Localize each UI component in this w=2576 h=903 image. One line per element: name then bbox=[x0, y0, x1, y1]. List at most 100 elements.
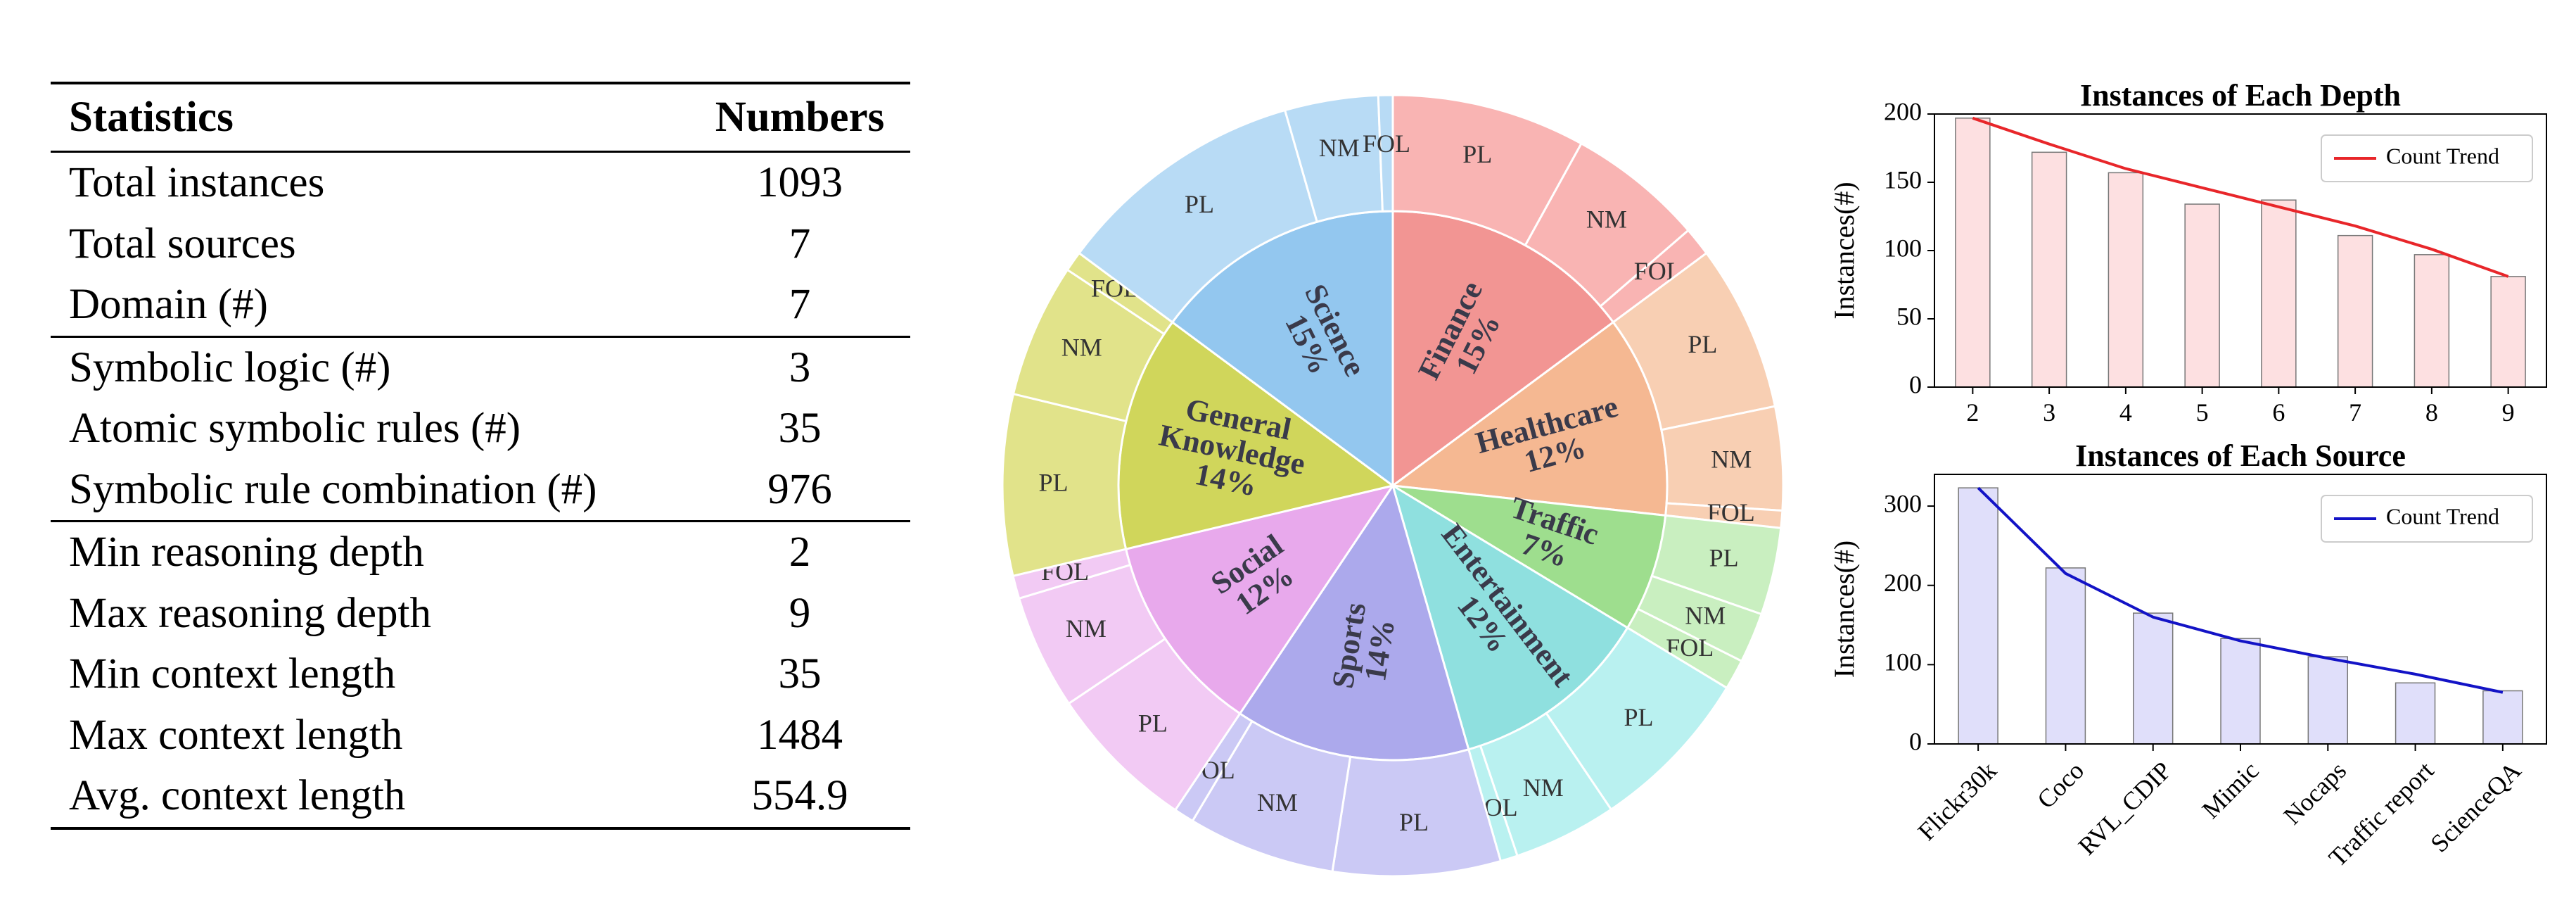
logic-label: FOL bbox=[1363, 130, 1410, 158]
table-row: Min reasoning depth 2 bbox=[51, 522, 910, 583]
y-tick-label: 100 bbox=[1884, 234, 1922, 262]
logic-label: NM bbox=[1061, 333, 1102, 361]
row-value: 2 bbox=[789, 529, 811, 576]
row-label: Max context length bbox=[69, 711, 403, 759]
bar bbox=[2133, 612, 2174, 745]
row-value: 976 bbox=[767, 465, 832, 513]
row-label: Symbolic rule combination (#) bbox=[69, 465, 597, 513]
y-tick-label: 50 bbox=[1896, 302, 1922, 330]
x-tick-label: 3 bbox=[2043, 398, 2055, 427]
logic-label: PL bbox=[1399, 808, 1429, 836]
x-tick-label: Coco bbox=[2032, 756, 2089, 814]
bar bbox=[2108, 172, 2144, 388]
bar bbox=[2414, 254, 2450, 388]
row-label: Min context length bbox=[69, 650, 396, 698]
chart-title: Instances of Each Depth bbox=[2080, 78, 2401, 113]
table-row: Min context length 35 bbox=[51, 644, 910, 705]
logic-label: NM bbox=[1066, 614, 1107, 643]
logic-label: PL bbox=[1138, 709, 1168, 738]
row-label: Atomic symbolic rules (#) bbox=[69, 405, 521, 453]
row-value: 1484 bbox=[757, 711, 843, 759]
logic-label: NM bbox=[1257, 788, 1298, 816]
row-value: 35 bbox=[778, 405, 822, 453]
bar bbox=[1958, 487, 1998, 745]
x-tick-label: 4 bbox=[2119, 398, 2132, 427]
bar bbox=[2490, 276, 2526, 388]
table-row: Max reasoning depth 9 bbox=[51, 583, 910, 645]
bar bbox=[2261, 199, 2297, 388]
x-tick-label: Flickr30k bbox=[1913, 756, 2002, 845]
x-tick-label: Nocaps bbox=[2278, 756, 2352, 830]
logic-label: NM bbox=[1586, 205, 1627, 233]
logic-label: PL bbox=[1185, 190, 1214, 218]
table-row: Avg. context length 554.9 bbox=[51, 766, 910, 828]
table-row: Total instances 1093 bbox=[51, 152, 910, 214]
table-row: Domain (#) 7 bbox=[51, 274, 910, 336]
y-tick-label: 0 bbox=[1909, 727, 1922, 755]
x-tick-label: 7 bbox=[2349, 398, 2361, 427]
logic-label: NM bbox=[1523, 773, 1564, 802]
row-label: Avg. context length bbox=[69, 772, 406, 820]
legend: Count Trend bbox=[2321, 495, 2533, 543]
x-tick-label: 5 bbox=[2196, 398, 2209, 427]
table-body: Total instances 1093 Total sources 7 Domain … bbox=[51, 152, 910, 828]
x-tick-label: 9 bbox=[2502, 398, 2515, 427]
bar bbox=[2045, 567, 2086, 745]
x-tick-label: ScienceQA bbox=[2425, 756, 2526, 857]
bar bbox=[2395, 682, 2436, 745]
logic-label: PL bbox=[1462, 140, 1492, 168]
row-value: 554.9 bbox=[751, 772, 848, 820]
logic-label: NM bbox=[1685, 601, 1726, 629]
bar bbox=[2307, 656, 2348, 745]
row-value: 1093 bbox=[757, 159, 843, 207]
row-label: Total sources bbox=[69, 220, 296, 267]
row-label: Total instances bbox=[69, 159, 325, 207]
bar bbox=[2337, 234, 2373, 388]
bar bbox=[2482, 690, 2523, 745]
bar bbox=[2184, 203, 2220, 388]
statistics-table: Statistics Numbers Total instances 1093 To… bbox=[51, 82, 910, 830]
legend: Count Trend bbox=[2321, 134, 2533, 182]
logic-label: NM bbox=[1711, 445, 1752, 473]
y-tick-label: 200 bbox=[1884, 569, 1922, 597]
x-tick-label: 8 bbox=[2425, 398, 2438, 427]
y-tick-label: 150 bbox=[1884, 165, 1922, 194]
table-row: Atomic symbolic rules (#) 35 bbox=[51, 398, 910, 460]
row-label: Symbolic logic (#) bbox=[69, 343, 391, 391]
logic-label: PL bbox=[1624, 703, 1653, 731]
logic-label: PL bbox=[1688, 330, 1717, 358]
row-value: 35 bbox=[778, 650, 822, 698]
x-tick-label: RVL_CDIP bbox=[2073, 756, 2177, 860]
x-tick-label: Mimic bbox=[2197, 756, 2264, 823]
header-statistics: Statistics bbox=[69, 94, 234, 141]
y-tick-label: 300 bbox=[1884, 489, 1922, 517]
y-axis-label: Instances(#) bbox=[1828, 182, 1860, 319]
row-label: Max reasoning depth bbox=[69, 589, 431, 637]
legend-label: Count Trend bbox=[2386, 503, 2499, 529]
depth-bar-chart: Instances of Each Depth Instances(#) 0 50 10… bbox=[1828, 78, 2547, 427]
y-axis-label: Instances(#) bbox=[1828, 541, 1860, 678]
legend-box bbox=[2321, 134, 2533, 182]
row-label: Domain (#) bbox=[69, 281, 268, 329]
x-tick-label: 6 bbox=[2272, 398, 2285, 427]
logic-label: NM bbox=[1319, 134, 1360, 162]
y-tick-label: 200 bbox=[1884, 97, 1922, 125]
row-label: Min reasoning depth bbox=[69, 529, 424, 576]
bar bbox=[2031, 151, 2067, 388]
x-tick-label: 2 bbox=[1966, 398, 1979, 427]
source-bar-chart: Instances of Each Source Instances(#) 0 100… bbox=[1828, 438, 2547, 872]
row-value: 7 bbox=[789, 281, 811, 329]
y-tick-label: 0 bbox=[1909, 370, 1922, 398]
logic-label: PL bbox=[1709, 544, 1739, 572]
y-tick-label: 100 bbox=[1884, 648, 1922, 676]
trend-line bbox=[1972, 116, 2509, 278]
trend-line bbox=[1977, 486, 2504, 694]
bar bbox=[1955, 118, 1991, 388]
table-row: Total sources 7 bbox=[51, 214, 910, 275]
legend-label: Count Trend bbox=[2386, 143, 2499, 168]
chart-title: Instances of Each Source bbox=[2075, 438, 2406, 473]
row-value: 7 bbox=[789, 220, 811, 267]
row-value: 3 bbox=[789, 343, 811, 391]
bar bbox=[2220, 638, 2261, 745]
